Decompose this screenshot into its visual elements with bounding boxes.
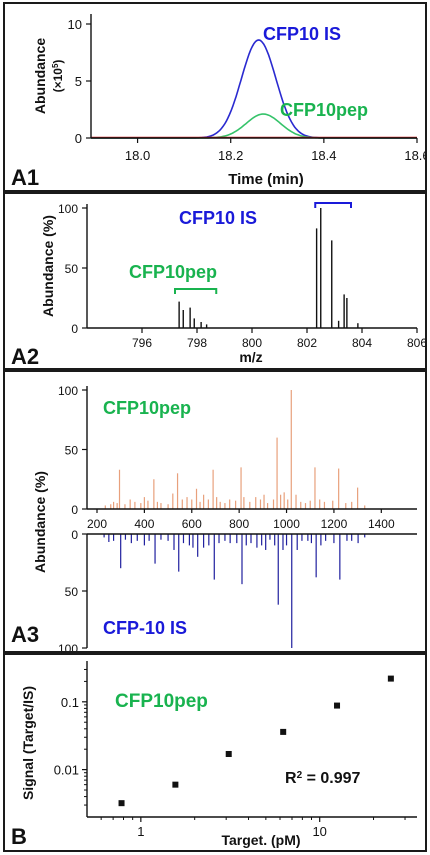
- mass-spectrum-chart: 796 798 800 802 804 806 0 50 100 CFP10 IS CFP10…: [11, 202, 427, 369]
- x-tick-label: 1400: [368, 517, 395, 531]
- calibration-scatter-chart: 1 10 0.01 0.1 CFP10pep R2 = 0.997 Target. …: [11, 661, 417, 849]
- annotation-cfp10pep: CFP10pep: [129, 262, 217, 282]
- x-tick-label: 1: [137, 824, 144, 839]
- series-label-cfp-10-is: CFP-10 IS: [103, 618, 187, 638]
- data-point: [118, 800, 125, 807]
- data-point: [225, 750, 232, 757]
- x-axis-label: Target. (pM): [221, 832, 300, 848]
- y-axis-label: Signal (Target/IS): [20, 686, 36, 800]
- series-line-cfp10-is: [91, 39, 417, 139]
- bracket-cfp10pep: [174, 288, 218, 294]
- series-label-cfp10-is: CFP10 IS: [263, 24, 341, 44]
- y-tick-label: 0.01: [54, 763, 79, 778]
- y-axis-label: Abundance (%): [32, 471, 48, 573]
- mirror-spectrum-chart: 200 400 600 800 1000 1200 1400 0 50 100 0 50 100 C…: [11, 384, 417, 656]
- x-tick-label: 18.4: [311, 148, 336, 163]
- y-tick-label: 0: [75, 131, 82, 146]
- series-line-cfp10pep: [91, 113, 417, 139]
- annotation-cfp10-is: CFP10 IS: [179, 208, 257, 228]
- panel-a1: 18.0 18.2 18.4 18.6 0 5 10 Time (min) Abundan…: [3, 2, 430, 192]
- series-label-cfp10pep: CFP10pep: [103, 398, 191, 418]
- y-tick-label: 0: [71, 322, 78, 336]
- series-label-cfp10pep: CFP10pep: [280, 100, 368, 120]
- x-axis-label: m/z: [239, 349, 262, 365]
- x-tick-label: 200: [87, 517, 107, 531]
- annotation-cfp10pep: CFP10pep: [115, 691, 208, 712]
- x-tick-label: 18.6: [404, 148, 425, 163]
- x-tick-label: 10: [312, 824, 326, 839]
- x-tick-label: 804: [352, 336, 372, 350]
- x-tick-label: 798: [187, 336, 207, 350]
- x-tick-label: 18.0: [125, 148, 150, 163]
- bracket-cfp10-is: [314, 202, 352, 208]
- x-tick-label: 400: [134, 517, 154, 531]
- panel-label-a2: A2: [11, 344, 39, 368]
- x-tick-label: 18.2: [218, 148, 243, 163]
- data-point: [172, 781, 179, 788]
- x-tick-label: 1200: [321, 517, 348, 531]
- r-squared-label: R2 = 0.997: [285, 770, 361, 788]
- data-point: [280, 728, 287, 735]
- data-point: [387, 675, 394, 682]
- panel-label-a1: A1: [11, 165, 39, 190]
- panel-a3: 200 400 600 800 1000 1200 1400 0 50 100 0 50 100 C…: [3, 370, 427, 656]
- x-tick-label: 802: [297, 336, 317, 350]
- x-tick-label: 806: [407, 336, 425, 350]
- y-tick-label: 10: [68, 17, 82, 32]
- y-tick-label: 100: [58, 384, 78, 398]
- y-tick-label: 5: [75, 74, 82, 89]
- y-tick-label: 50: [65, 444, 79, 458]
- y-tick-label: 0: [71, 528, 78, 542]
- y-tick-label: 0.1: [61, 695, 79, 710]
- y-axis-label: Abundance: [32, 38, 48, 114]
- panel-label-b: B: [11, 824, 27, 849]
- panel-label-a3: A3: [11, 622, 39, 647]
- y-tick-label: 100: [58, 642, 78, 651]
- x-tick-label: 800: [229, 517, 249, 531]
- x-tick-label: 1000: [273, 517, 300, 531]
- data-point: [334, 702, 341, 709]
- panel-a2: 796 798 800 802 804 806 0 50 100 CFP10 IS CFP10…: [3, 192, 427, 370]
- x-tick-label: 600: [182, 517, 202, 531]
- x-axis-label: Time (min): [228, 171, 304, 188]
- x-tick-label: 796: [132, 336, 152, 350]
- y-tick-label: 0: [71, 503, 78, 517]
- y-tick-label: 50: [65, 262, 79, 276]
- y-tick-label: 50: [65, 585, 79, 599]
- x-tick-label: 800: [242, 336, 262, 350]
- y-axis-label: Abundance (%): [40, 215, 56, 317]
- y-axis-unit: (×105): [51, 60, 66, 93]
- panel-b: 1 10 0.01 0.1 CFP10pep R2 = 0.997 Target. …: [3, 653, 427, 852]
- chromatogram-chart: 18.0 18.2 18.4 18.6 0 5 10 Time (min) Abundan…: [11, 14, 430, 190]
- y-tick-label: 100: [58, 202, 78, 216]
